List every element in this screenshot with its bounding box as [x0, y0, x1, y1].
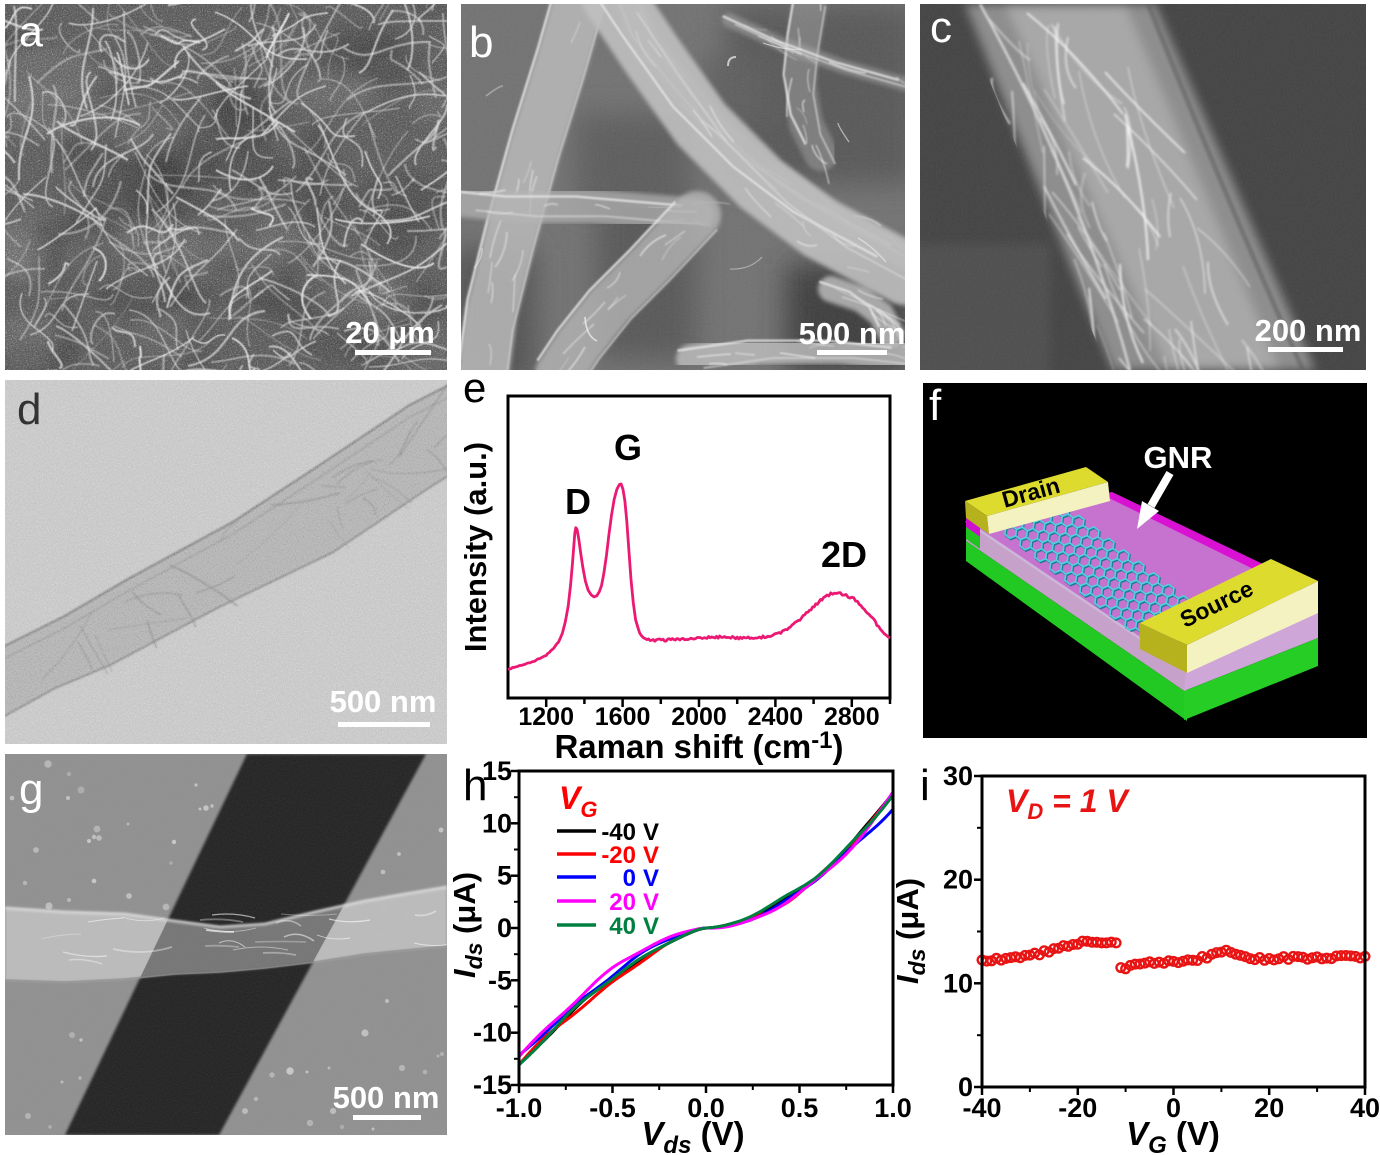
svg-text:1200: 1200 [518, 703, 574, 731]
svg-text:i: i [920, 761, 930, 810]
svg-text:0: 0 [623, 865, 636, 892]
svg-text:500 nm: 500 nm [799, 316, 905, 351]
svg-text:-40: -40 [962, 1093, 1001, 1123]
svg-text:2D: 2D [821, 534, 867, 575]
svg-text:0: 0 [497, 913, 512, 943]
svg-text:GNR: GNR [1144, 440, 1213, 475]
svg-text:10: 10 [943, 968, 973, 998]
svg-text:c: c [930, 4, 952, 52]
svg-text:0.5: 0.5 [781, 1093, 819, 1123]
svg-text:Raman shift (cm-1): Raman shift (cm-1) [554, 727, 843, 765]
svg-text:20: 20 [943, 865, 973, 895]
svg-text:30: 30 [943, 761, 973, 791]
svg-text:500 nm: 500 nm [330, 684, 437, 719]
svg-text:500 nm: 500 nm [333, 1080, 440, 1115]
svg-text:20: 20 [1254, 1093, 1284, 1123]
svg-text:10: 10 [482, 808, 512, 838]
svg-text:40: 40 [609, 913, 636, 940]
svg-text:2000: 2000 [671, 703, 727, 731]
svg-text:f: f [929, 383, 942, 430]
svg-text:-20: -20 [1058, 1093, 1097, 1123]
svg-text:Intensity (a.u.): Intensity (a.u.) [458, 442, 493, 652]
svg-text:b: b [469, 18, 493, 67]
svg-text:V: V [643, 889, 659, 916]
svg-text:a: a [19, 8, 43, 56]
svg-text:-0.5: -0.5 [589, 1093, 636, 1123]
svg-text:-15: -15 [473, 1070, 512, 1100]
svg-text:-5: -5 [488, 965, 512, 995]
svg-text:-40: -40 [601, 819, 636, 846]
svg-text:20: 20 [609, 889, 636, 916]
svg-text:d: d [17, 385, 41, 434]
svg-text:Vds (V): Vds (V) [641, 1115, 744, 1155]
svg-text:2800: 2800 [824, 703, 880, 731]
svg-text:Ids (μA): Ids (μA) [447, 872, 487, 978]
svg-text:0.0: 0.0 [687, 1093, 725, 1123]
svg-text:15: 15 [482, 756, 512, 786]
svg-text:20 μm: 20 μm [345, 315, 435, 350]
svg-text:40: 40 [1350, 1093, 1380, 1123]
svg-text:200 nm: 200 nm [1255, 313, 1362, 348]
svg-text:V: V [643, 842, 659, 869]
svg-text:V: V [643, 913, 659, 940]
svg-text:1600: 1600 [595, 703, 651, 731]
svg-text:g: g [19, 765, 43, 814]
svg-text:-1.0: -1.0 [496, 1093, 543, 1123]
svg-text:-10: -10 [473, 1018, 512, 1048]
svg-text:-20: -20 [601, 842, 636, 869]
svg-text:2400: 2400 [748, 703, 804, 731]
svg-text:e: e [463, 364, 486, 411]
svg-text:0: 0 [1166, 1093, 1181, 1123]
svg-text:VD = 1 V: VD = 1 V [1006, 783, 1130, 824]
svg-text:V: V [643, 865, 659, 892]
svg-text:VG: VG [559, 780, 597, 822]
svg-text:V: V [643, 819, 659, 846]
svg-text:1.0: 1.0 [874, 1093, 912, 1123]
svg-text:G: G [614, 427, 642, 468]
svg-text:h: h [463, 761, 487, 810]
svg-text:0: 0 [958, 1072, 973, 1102]
svg-text:D: D [565, 481, 591, 522]
svg-text:5: 5 [497, 861, 512, 891]
svg-text:Ids (μA): Ids (μA) [890, 878, 930, 984]
svg-text:VG (V): VG (V) [1126, 1115, 1220, 1155]
